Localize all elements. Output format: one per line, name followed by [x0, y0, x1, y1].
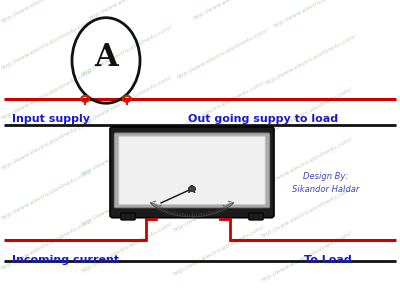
- Text: A: A: [94, 42, 118, 73]
- Text: Design By:
Sikandor Haldar: Design By: Sikandor Haldar: [292, 172, 360, 194]
- Text: http://www.electricalonline4u.com/: http://www.electricalonline4u.com/: [80, 175, 173, 227]
- Text: http://www.electricalonline4u.com/: http://www.electricalonline4u.com/: [0, 68, 93, 121]
- Text: http://www.electricalonline4u.com/: http://www.electricalonline4u.com/: [172, 80, 265, 133]
- Text: http://www.electricalonline4u.com/: http://www.electricalonline4u.com/: [88, 0, 181, 21]
- Text: http://www.electricalonline4u.com/: http://www.electricalonline4u.com/: [172, 130, 265, 183]
- Text: http://www.electricalonline4u.com/: http://www.electricalonline4u.com/: [0, 169, 93, 221]
- Text: http://www.electricalonline4u.com/: http://www.electricalonline4u.com/: [260, 186, 353, 239]
- Text: Out going suppy to load: Out going suppy to load: [188, 114, 338, 124]
- Text: Input supply: Input supply: [12, 114, 90, 124]
- FancyBboxPatch shape: [110, 127, 274, 218]
- Text: http://www.electricalonline4u.com/: http://www.electricalonline4u.com/: [176, 27, 269, 80]
- Text: http://www.electricalonline4u.com/: http://www.electricalonline4u.com/: [260, 136, 353, 189]
- FancyBboxPatch shape: [119, 136, 265, 204]
- Text: http://www.electricalonline4u.com/: http://www.electricalonline4u.com/: [0, 18, 93, 71]
- Circle shape: [188, 186, 196, 191]
- FancyBboxPatch shape: [121, 213, 135, 220]
- Text: http://www.electricalonline4u.com/: http://www.electricalonline4u.com/: [260, 231, 353, 283]
- Text: http://www.electricalonline4u.com/: http://www.electricalonline4u.com/: [80, 222, 173, 274]
- Text: http://www.electricalonline4u.com/: http://www.electricalonline4u.com/: [0, 119, 93, 171]
- Text: To Load: To Load: [304, 255, 352, 265]
- FancyBboxPatch shape: [249, 213, 263, 220]
- FancyBboxPatch shape: [114, 133, 270, 208]
- Text: http://www.electricalonline4u.com/: http://www.electricalonline4u.com/: [80, 124, 173, 177]
- Text: http://www.electricalonline4u.com/: http://www.electricalonline4u.com/: [172, 181, 265, 233]
- Text: http://www.electricalonline4u.com/: http://www.electricalonline4u.com/: [260, 86, 353, 139]
- Text: http://www.electricalonline4u.com/: http://www.electricalonline4u.com/: [192, 0, 285, 21]
- Text: Incoming current: Incoming current: [12, 255, 119, 265]
- Text: http://www.electricalonline4u.com/: http://www.electricalonline4u.com/: [80, 24, 173, 77]
- Text: http://www.electricalonline4u.com/: http://www.electricalonline4u.com/: [0, 219, 93, 271]
- Text: http://www.electricalonline4u.com/: http://www.electricalonline4u.com/: [172, 225, 265, 277]
- Text: A: A: [188, 185, 196, 195]
- Text: http://www.electricalonline4u.com/: http://www.electricalonline4u.com/: [0, 0, 93, 24]
- Text: http://www.electricalonline4u.com/: http://www.electricalonline4u.com/: [272, 0, 365, 30]
- Text: http://www.electricalonline4u.com/: http://www.electricalonline4u.com/: [264, 33, 357, 86]
- Text: http://www.electricalonline4u.com/: http://www.electricalonline4u.com/: [80, 74, 173, 127]
